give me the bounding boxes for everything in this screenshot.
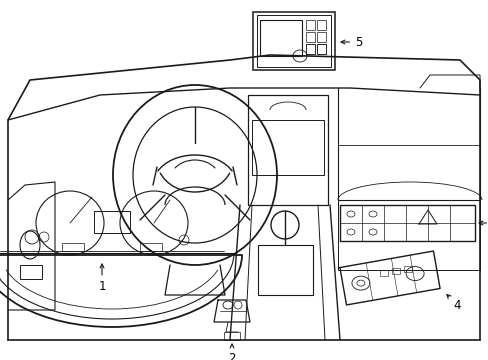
- Bar: [140, 243, 162, 251]
- Bar: [391, 268, 399, 274]
- Bar: [316, 32, 325, 42]
- Text: 2: 2: [228, 344, 235, 360]
- Bar: [94, 211, 130, 233]
- Bar: [257, 15, 330, 67]
- Bar: [339, 205, 474, 241]
- Bar: [305, 32, 314, 42]
- Bar: [305, 44, 314, 54]
- Bar: [251, 120, 324, 175]
- Bar: [316, 44, 325, 54]
- Bar: [316, 20, 325, 30]
- Text: 5: 5: [340, 36, 362, 49]
- Text: 4: 4: [446, 294, 460, 312]
- Bar: [20, 265, 42, 279]
- Bar: [260, 20, 302, 56]
- Bar: [305, 20, 314, 30]
- Bar: [316, 44, 325, 54]
- Bar: [247, 95, 327, 205]
- Bar: [252, 12, 334, 70]
- Bar: [258, 245, 312, 295]
- Bar: [305, 44, 314, 54]
- Bar: [379, 270, 387, 276]
- Text: 3: 3: [478, 216, 488, 230]
- Text: 1: 1: [98, 264, 105, 293]
- Bar: [403, 266, 411, 272]
- Bar: [62, 243, 84, 251]
- Bar: [224, 332, 240, 340]
